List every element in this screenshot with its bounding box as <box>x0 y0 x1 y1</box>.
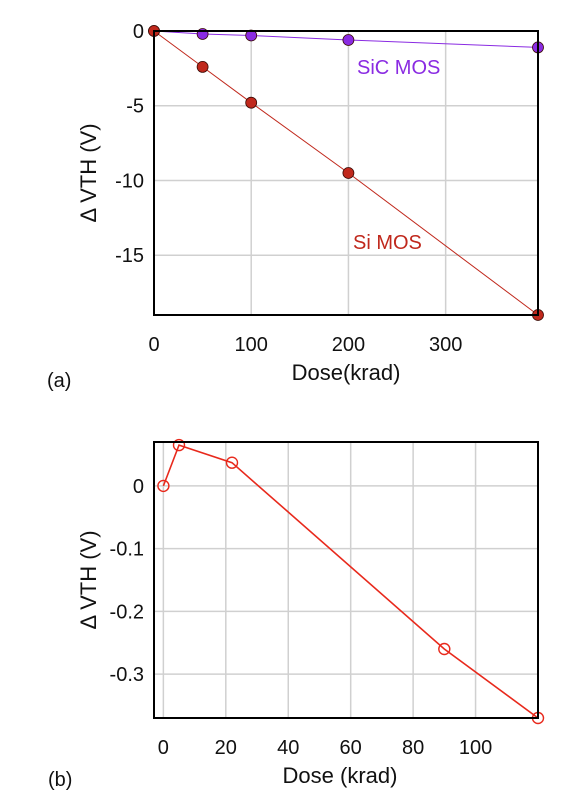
chart-b-y-tick-label: -0.3 <box>110 664 144 686</box>
chart-a-x-tick-label: 300 <box>429 334 462 356</box>
chart-b-x-tick-label: 60 <box>340 737 362 759</box>
chart-b-x-tick-label: 40 <box>277 737 299 759</box>
chart-b-x-axis-label: Dose (krad) <box>283 763 398 788</box>
chart-a-x-ticks: 0 100 200 300 <box>148 334 462 356</box>
chart-a-series-label-sic: SiC MOS <box>357 57 440 79</box>
chart-a-x-tick-label: 0 <box>148 334 159 356</box>
chart-a-frame <box>153 30 539 316</box>
chart-b-data-point <box>225 456 239 469</box>
chart-b-data-point <box>438 642 451 656</box>
chart-b: 0 20 40 60 80 100 0 -0.1 -0.2 -0.3 Dose (krad) Δ… <box>48 438 545 791</box>
chart-b-lines <box>162 444 539 719</box>
chart-b-x-tick-label: 0 <box>158 737 169 759</box>
chart-a-y-axis-label: Δ VTH (V) <box>76 123 101 222</box>
chart-a-data-point <box>342 34 355 46</box>
chart-a-data-point <box>342 167 355 179</box>
chart-b-y-axis-label: Δ VTH (V) <box>76 530 101 629</box>
chart-a-y-tick-label: 0 <box>133 21 144 43</box>
chart-b-x-ticks: 0 20 40 60 80 100 <box>158 737 492 759</box>
chart-b-x-tick-label: 20 <box>215 737 237 759</box>
chart-b-y-tick-label: 0 <box>133 476 144 498</box>
chart-b-data-point <box>157 479 170 493</box>
chart-a-data-point <box>245 96 258 109</box>
chart-a-data-point <box>196 61 209 73</box>
chart-b-grid <box>154 442 538 718</box>
chart-a-x-tick-label: 100 <box>235 334 268 356</box>
chart-a-y-tick-label: -10 <box>115 170 144 192</box>
chart-a-y-tick-label: -5 <box>126 96 144 118</box>
chart-b-y-ticks: 0 -0.1 -0.2 -0.3 <box>110 476 144 686</box>
chart-a-x-tick-label: 200 <box>332 334 365 356</box>
chart-a-series-label-si: Si MOS <box>353 232 422 254</box>
chart-b-data-point <box>172 438 186 452</box>
chart-b-x-tick-label: 100 <box>459 737 492 759</box>
chart-b-y-tick-label: -0.2 <box>110 601 144 623</box>
chart-a-points <box>148 25 544 321</box>
chart-b-x-tick-label: 80 <box>402 737 424 759</box>
chart-b-frame <box>153 441 539 719</box>
chart-a: 0 100 200 300 0 -5 -10 -15 Dose(krad) Δ VTH (V… <box>47 21 544 392</box>
chart-a-panel-label: (a) <box>47 370 71 392</box>
chart-a-y-ticks: 0 -5 -10 -15 <box>115 21 144 267</box>
chart-b-series-line <box>162 444 539 719</box>
chart-b-panel-label: (b) <box>48 769 72 791</box>
chart-b-y-tick-label: -0.1 <box>110 539 144 561</box>
chart-a-x-axis-label: Dose(krad) <box>292 360 401 385</box>
chart-a-y-tick-label: -15 <box>115 245 144 267</box>
